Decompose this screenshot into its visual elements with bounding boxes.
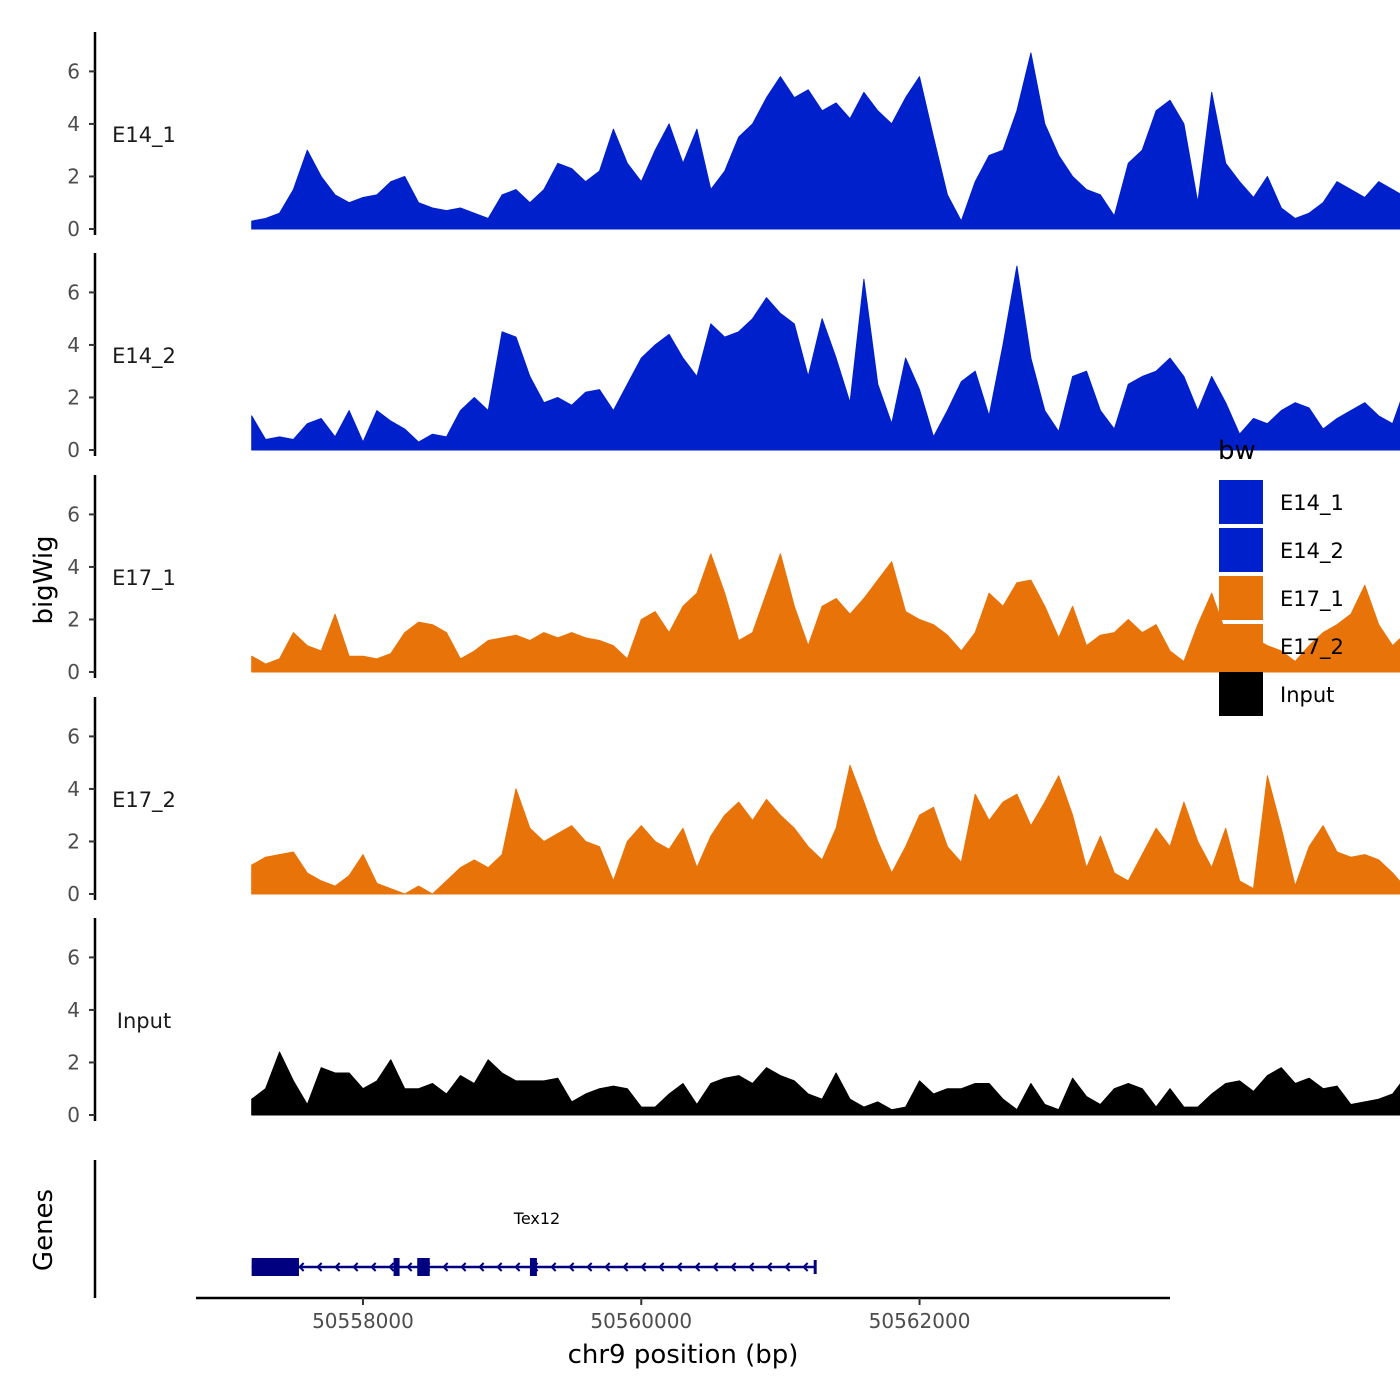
strand-arrow xyxy=(496,1262,503,1272)
strand-arrow xyxy=(316,1262,323,1272)
legend-key-E17_1 xyxy=(1219,576,1263,620)
y-tick-label-E17_1-0: 0 xyxy=(67,660,80,684)
strand-arrow xyxy=(514,1262,521,1272)
legend-label-Input: Input xyxy=(1280,683,1334,707)
gene-name-label: Tex12 xyxy=(513,1209,560,1228)
strand-arrow xyxy=(622,1262,629,1272)
strand-arrow xyxy=(388,1262,395,1272)
strand-arrow xyxy=(370,1262,377,1272)
strand-arrow xyxy=(604,1262,611,1272)
y-tick-label-Input-6: 6 xyxy=(67,945,80,969)
x-tick-label-50560000: 50560000 xyxy=(590,1309,692,1333)
legend-key-E14_1 xyxy=(1219,480,1263,524)
legend-label-E14_2: E14_2 xyxy=(1280,539,1344,564)
strand-arrow xyxy=(406,1262,413,1272)
y-tick-label-E17_2-2: 2 xyxy=(67,829,80,853)
strand-arrow xyxy=(334,1262,341,1272)
y-tick-label-E14_2-0: 0 xyxy=(67,438,80,462)
legend: bw E14_1 E14_2 E17_1 E17_2 Input xyxy=(1218,436,1344,716)
y-tick-label-E14_1-4: 4 xyxy=(67,112,80,136)
y-tick-label-Input-2: 2 xyxy=(67,1050,80,1074)
y-tick-label-E14_2-4: 4 xyxy=(67,333,80,357)
y-tick-label-E17_1-4: 4 xyxy=(67,555,80,579)
area-Input xyxy=(251,1051,1400,1116)
track-label-Input: Input xyxy=(117,1009,171,1033)
gene-exon-1 xyxy=(251,1258,299,1276)
track-label-E17_1: E17_1 xyxy=(112,566,176,591)
legend-title: bw xyxy=(1218,436,1256,466)
panel-E14_1: 0 2 4 6 E14_1 xyxy=(67,32,1400,241)
strand-arrow xyxy=(550,1262,557,1272)
y-tick-label-E14_2-2: 2 xyxy=(67,385,80,409)
panel-E14_2: 0 2 4 6 E14_2 xyxy=(67,253,1400,462)
x-tick-label-50562000: 50562000 xyxy=(869,1309,971,1333)
y-tick-label-E14_1-6: 6 xyxy=(67,59,80,83)
strand-arrow xyxy=(748,1262,755,1272)
signal-panels: 0 2 4 6 E14_1 0 2 4 6 E14_2 0 2 4 6 E17_1 0 2 4 6 E17_2 0 2 4 6… xyxy=(67,32,1400,1127)
area-E17_1 xyxy=(251,553,1400,673)
strand-arrow xyxy=(640,1262,647,1272)
strand-arrow xyxy=(802,1262,809,1272)
track-label-E17_2: E17_2 xyxy=(112,788,176,813)
strand-arrow xyxy=(658,1262,665,1272)
x-axis-title: chr9 position (bp) xyxy=(568,1340,799,1370)
strand-arrow xyxy=(442,1262,449,1272)
strand-arrow xyxy=(460,1262,467,1272)
panel-E17_1: 0 2 4 6 E17_1 xyxy=(67,475,1400,684)
y-tick-label-Input-0: 0 xyxy=(67,1103,80,1127)
y-tick-label-E17_2-0: 0 xyxy=(67,882,80,906)
strand-arrow xyxy=(478,1262,485,1272)
legend-label-E14_1: E14_1 xyxy=(1280,491,1344,516)
strand-arrow xyxy=(766,1262,773,1272)
track-label-E14_1: E14_1 xyxy=(112,123,176,148)
area-E14_1 xyxy=(251,52,1400,230)
y-tick-label-E14_1-2: 2 xyxy=(67,164,80,188)
y-tick-label-Input-4: 4 xyxy=(67,998,80,1022)
strand-arrow xyxy=(676,1262,683,1272)
strand-arrow xyxy=(730,1262,737,1272)
panel-E17_2: 0 2 4 6 E17_2 xyxy=(67,697,1400,906)
x-tick-label-50558000: 50558000 xyxy=(312,1309,414,1333)
genes-axis-title: Genes xyxy=(29,1189,59,1271)
y-axis-title: bigWig xyxy=(29,535,59,624)
legend-key-Input xyxy=(1219,672,1263,716)
track-label-E14_2: E14_2 xyxy=(112,344,176,369)
y-tick-label-E14_2-6: 6 xyxy=(67,280,80,304)
y-tick-label-E17_1-2: 2 xyxy=(67,607,80,631)
legend-label-E17_2: E17_2 xyxy=(1280,635,1344,660)
y-tick-label-E14_1-0: 0 xyxy=(67,217,80,241)
strand-arrow xyxy=(298,1262,305,1272)
gene-exon-2 xyxy=(393,1258,400,1276)
x-axis: 50558000 50560000 50562000 xyxy=(196,1296,1170,1333)
legend-label-E17_1: E17_1 xyxy=(1280,587,1344,612)
strand-arrow xyxy=(352,1262,359,1272)
legend-key-E17_2 xyxy=(1219,624,1263,668)
panel-Input: 0 2 4 6 Input xyxy=(67,918,1400,1127)
gene-panel: Tex12 xyxy=(93,1160,817,1298)
area-E14_2 xyxy=(251,265,1400,451)
y-tick-label-E17_2-6: 6 xyxy=(67,724,80,748)
strand-arrow xyxy=(784,1262,791,1272)
strand-arrow xyxy=(568,1262,575,1272)
gene-exon-3 xyxy=(417,1258,430,1276)
y-tick-label-E17_1-6: 6 xyxy=(67,502,80,526)
gene-exon-4 xyxy=(529,1258,537,1276)
y-tick-label-E17_2-4: 4 xyxy=(67,777,80,801)
strand-arrow xyxy=(694,1262,701,1272)
strand-arrow xyxy=(712,1262,719,1272)
strand-arrow xyxy=(586,1262,593,1272)
area-E17_2 xyxy=(251,764,1400,895)
legend-key-E14_2 xyxy=(1219,528,1263,572)
